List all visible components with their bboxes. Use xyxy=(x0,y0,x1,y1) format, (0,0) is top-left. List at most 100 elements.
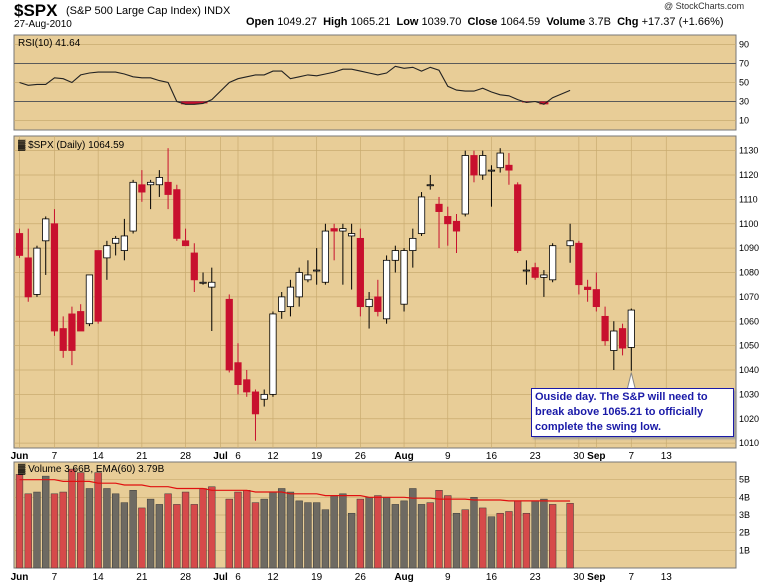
rsi-tick-label: 70 xyxy=(739,59,749,69)
exchange: INDX xyxy=(204,5,231,17)
volume-x-tick-label: 12 xyxy=(267,572,279,583)
volume-bar xyxy=(321,509,330,569)
price-tick-label: 1010 xyxy=(739,438,759,448)
volume-bar xyxy=(77,472,85,569)
price-tick-label: 1030 xyxy=(739,389,759,399)
candle-body xyxy=(304,274,312,281)
price-tick-label: 1090 xyxy=(739,243,759,253)
volume-bar xyxy=(15,474,24,569)
price-x-tick-label: Sep xyxy=(587,451,605,462)
candle-body xyxy=(313,269,321,272)
volume-bar xyxy=(190,504,198,569)
volume-bar xyxy=(243,490,251,569)
price-x-tick-label: 23 xyxy=(530,451,542,462)
price-x-tick-label: 7 xyxy=(52,451,58,462)
volume-x-tick-label: 19 xyxy=(311,572,323,583)
volume-bar xyxy=(234,491,242,569)
candle-body xyxy=(330,228,338,232)
price-x-tick-label: 21 xyxy=(136,451,148,462)
candle-body xyxy=(181,240,190,247)
candle-body xyxy=(234,362,242,386)
candle-body xyxy=(531,267,539,278)
rsi-tick-label: 30 xyxy=(739,97,749,107)
volume-bar xyxy=(479,507,487,569)
volume-x-tick-label: 23 xyxy=(530,572,542,583)
volume-bar xyxy=(50,493,59,569)
candle-body xyxy=(24,257,32,298)
volume-bar xyxy=(251,502,260,569)
candle-body xyxy=(33,247,41,295)
volume-bar xyxy=(59,491,67,569)
candle-body xyxy=(173,189,181,239)
candle-body xyxy=(339,228,347,232)
candle-body xyxy=(103,245,111,259)
price-x-tick-label: 12 xyxy=(267,451,279,462)
candle-body xyxy=(426,184,434,187)
volume-x-tick-label: Aug xyxy=(394,572,413,583)
volume-bar xyxy=(566,503,574,569)
volume-title: ▓ Volume 3.66B, EMA(60) 3.79B xyxy=(18,463,165,475)
candle-body xyxy=(155,177,163,186)
rsi-line xyxy=(19,65,571,105)
volume-bar xyxy=(374,495,382,569)
price-x-tick-label: Aug xyxy=(394,451,413,462)
high-label: High xyxy=(323,16,348,28)
volume-bar xyxy=(496,512,504,569)
volume-x-tick-label: 30 xyxy=(573,572,585,583)
price-x-tick-label: 14 xyxy=(93,451,105,462)
candle-body xyxy=(584,286,592,290)
volume-bar xyxy=(33,491,41,569)
volume-bar xyxy=(138,507,146,569)
volume-bar xyxy=(68,468,76,569)
price-x-tick-label: 26 xyxy=(355,451,367,462)
candle-body xyxy=(452,220,461,232)
candle-body xyxy=(479,155,487,176)
price-tick-label: 1100 xyxy=(739,219,758,229)
candle-body xyxy=(461,155,469,215)
candle-body xyxy=(610,330,618,351)
candle-body xyxy=(487,169,496,172)
volume-x-tick-label: Jul xyxy=(213,572,228,583)
volume-bar xyxy=(339,493,347,569)
volume-bar xyxy=(24,493,32,569)
candle-body xyxy=(592,289,600,308)
candle-body xyxy=(251,391,260,415)
volume-bar xyxy=(278,488,286,569)
volume-bar xyxy=(295,500,303,569)
candle-body xyxy=(409,237,417,251)
price-x-tick-label: 13 xyxy=(661,451,673,462)
candle-body xyxy=(129,181,137,232)
open-value: 1049.27 xyxy=(277,16,317,28)
volume-bar xyxy=(146,498,155,569)
volume-bar xyxy=(540,498,548,569)
candle-body xyxy=(514,184,522,251)
volume-bar xyxy=(531,500,539,569)
candle-body xyxy=(382,259,391,320)
credit[interactable]: @ StockCharts.com xyxy=(664,1,745,11)
volume-x-tick-label: 14 xyxy=(93,572,105,583)
rsi-title: RSI(10) 41.64 xyxy=(18,38,81,49)
candle-body xyxy=(278,296,286,312)
candle-body xyxy=(94,250,102,322)
chart-header: $SPX (S&P 500 Large Cap Index) INDX 27-A… xyxy=(0,0,769,30)
volume-bar xyxy=(42,475,50,569)
volume-bar xyxy=(330,495,338,569)
index-name: (S&P 500 Large Cap Index) xyxy=(66,5,201,17)
close-value: 1064.59 xyxy=(500,16,541,28)
candle-body xyxy=(444,216,452,225)
chart-date: 27-Aug-2010 xyxy=(14,19,72,30)
volume-bar xyxy=(452,512,461,569)
price-title: ▓ $SPX (Daily) 1064.59 xyxy=(18,139,125,151)
volume-bar xyxy=(514,500,522,569)
quote-line: Open 1049.27 High 1065.21 Low 1039.70 Cl… xyxy=(246,16,724,28)
volume-x-tick-label: 16 xyxy=(486,572,498,583)
price-x-tick-label: 28 xyxy=(180,451,192,462)
price-tick-label: 1130 xyxy=(739,146,758,156)
candle-body xyxy=(417,196,426,234)
candle-body xyxy=(618,328,627,349)
candle-body xyxy=(348,233,356,237)
volume-bar xyxy=(435,490,443,569)
candle-body xyxy=(164,181,172,195)
price-x-tick-label: Jul xyxy=(213,451,228,462)
